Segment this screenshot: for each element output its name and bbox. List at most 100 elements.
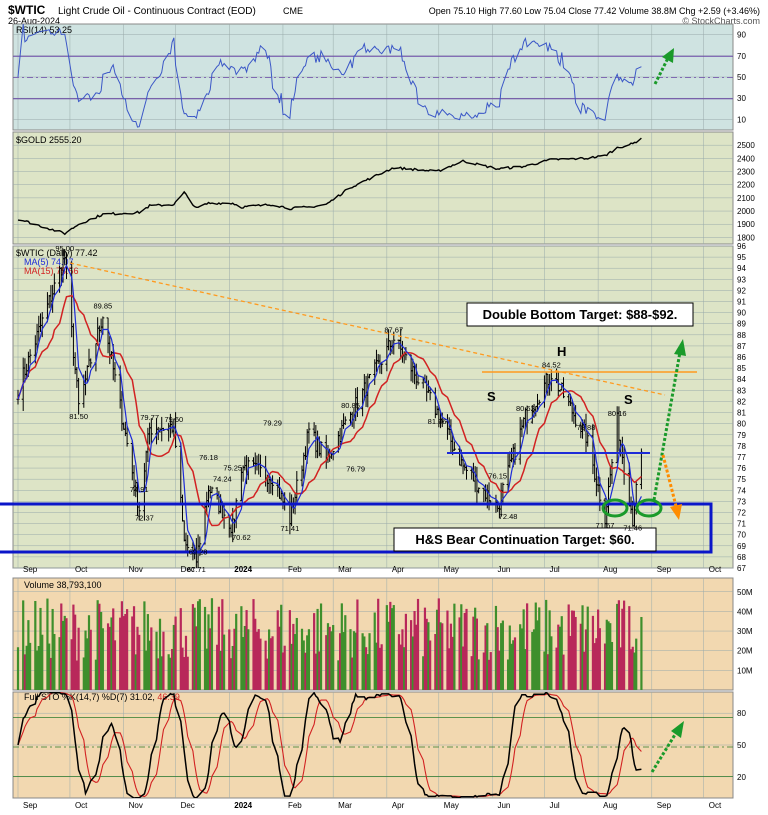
volume-bar [181, 647, 184, 690]
price-tick-label: 86 [737, 353, 746, 362]
price-point-label: 71.67 [596, 521, 615, 530]
volume-bar [598, 628, 601, 690]
forecast-arrows [650, 48, 686, 773]
volume-bar [302, 640, 305, 690]
volume-bar [89, 629, 92, 690]
volume-bar [143, 601, 146, 690]
chart-date: 26-Aug-2024 [8, 16, 60, 26]
volume-bar [16, 647, 20, 690]
volume-bar [361, 633, 364, 690]
volume-bar [243, 625, 246, 690]
volume-bar [245, 610, 248, 690]
volume-bar [422, 656, 425, 690]
volume-bar [390, 608, 394, 690]
volume-bar [37, 646, 40, 690]
rsi-tick-label: 90 [737, 31, 746, 40]
volume-bar [439, 622, 442, 690]
volume-bar [94, 659, 98, 690]
sto-up-arrow-head [671, 721, 684, 738]
volume-bar [337, 660, 340, 690]
ma15-label: MA(15) 75.56 [24, 266, 79, 276]
volume-bar [435, 609, 439, 690]
month-label: Sep [657, 801, 672, 810]
price-point-label: 81.50 [69, 412, 88, 421]
volume-bar [247, 629, 250, 690]
volume-bar [489, 652, 492, 690]
volume-bar [538, 607, 541, 690]
gold-tick-label: 1800 [737, 233, 755, 242]
price-bars [16, 248, 643, 568]
volume-bar [496, 627, 499, 690]
price-point-label: 79.60 [164, 415, 183, 424]
volume-bar [195, 626, 198, 690]
volume-bar [463, 612, 466, 690]
trendlines [0, 262, 713, 554]
price-tick-label: 70 [737, 531, 746, 540]
volume-bar [356, 599, 359, 690]
volume-bar [191, 604, 195, 690]
volume-bar [498, 650, 501, 690]
volume-bar [240, 606, 243, 690]
volume-bar [266, 658, 269, 690]
price-tick-label: 74 [737, 486, 746, 495]
sto-tick-label: 20 [737, 773, 746, 782]
volume-bar [255, 631, 259, 690]
volume-bar [328, 626, 331, 690]
ma5-label: MA(5) 74.07 [24, 257, 74, 267]
price-point-label: 71.46 [623, 523, 642, 532]
volume-bar [75, 660, 78, 690]
price-tick-label: 75 [737, 475, 746, 484]
volume-bar [319, 603, 323, 690]
volume-bar [179, 608, 182, 690]
volume-bar [583, 651, 586, 690]
month-label: May [444, 801, 459, 810]
volume-bar [366, 654, 369, 690]
volume-bar [409, 620, 413, 690]
volume-bar [453, 603, 456, 690]
volume-bar [373, 612, 376, 690]
volume-bar [377, 598, 380, 690]
month-label: May [444, 565, 459, 574]
volume-bar [138, 634, 141, 690]
gold-tick-label: 1900 [737, 220, 755, 229]
vol-tick-label: 50M [737, 588, 753, 597]
volume-bar [380, 644, 383, 690]
price-tick-label: 76 [737, 464, 746, 473]
price-point-label: 84.52 [542, 360, 561, 369]
volume-bar [472, 616, 475, 690]
volume-bar [269, 638, 272, 690]
volume-bar [231, 645, 234, 690]
volume-bar [546, 654, 550, 690]
price-point-label: 79.29 [263, 419, 282, 428]
price-tick-label: 92 [737, 286, 746, 295]
price-point-label: 80.62 [516, 404, 535, 413]
volume-bar [595, 638, 598, 690]
volume-bar [494, 605, 498, 690]
volume-bar [325, 635, 328, 690]
volume-bar [53, 633, 56, 690]
volume-bar [48, 643, 51, 690]
volume-bar [375, 642, 378, 690]
volume-bar [96, 600, 99, 690]
volume-bar [349, 629, 352, 690]
month-label: Dec [181, 801, 195, 810]
volume-bar [385, 605, 388, 690]
month-label: Jul [549, 801, 559, 810]
month-label: Oct [75, 565, 88, 574]
bottom-circle-2 [635, 498, 663, 518]
volume-bar [560, 616, 563, 690]
volume-bar [411, 636, 414, 690]
volume-bar [174, 616, 177, 690]
volume-bar [392, 605, 395, 690]
volume-bar [629, 649, 633, 690]
volume-bar [22, 600, 25, 690]
volume-bar [228, 629, 231, 690]
rsi-label: RSI(14) 53.25 [16, 25, 72, 35]
gold-tick-label: 2400 [737, 154, 755, 163]
volume-bar [293, 634, 297, 690]
volume-bar [557, 624, 560, 690]
volume-bar [569, 635, 572, 690]
volume-bar [501, 620, 504, 690]
volume-bar [534, 602, 537, 690]
volume-bar [475, 618, 479, 690]
